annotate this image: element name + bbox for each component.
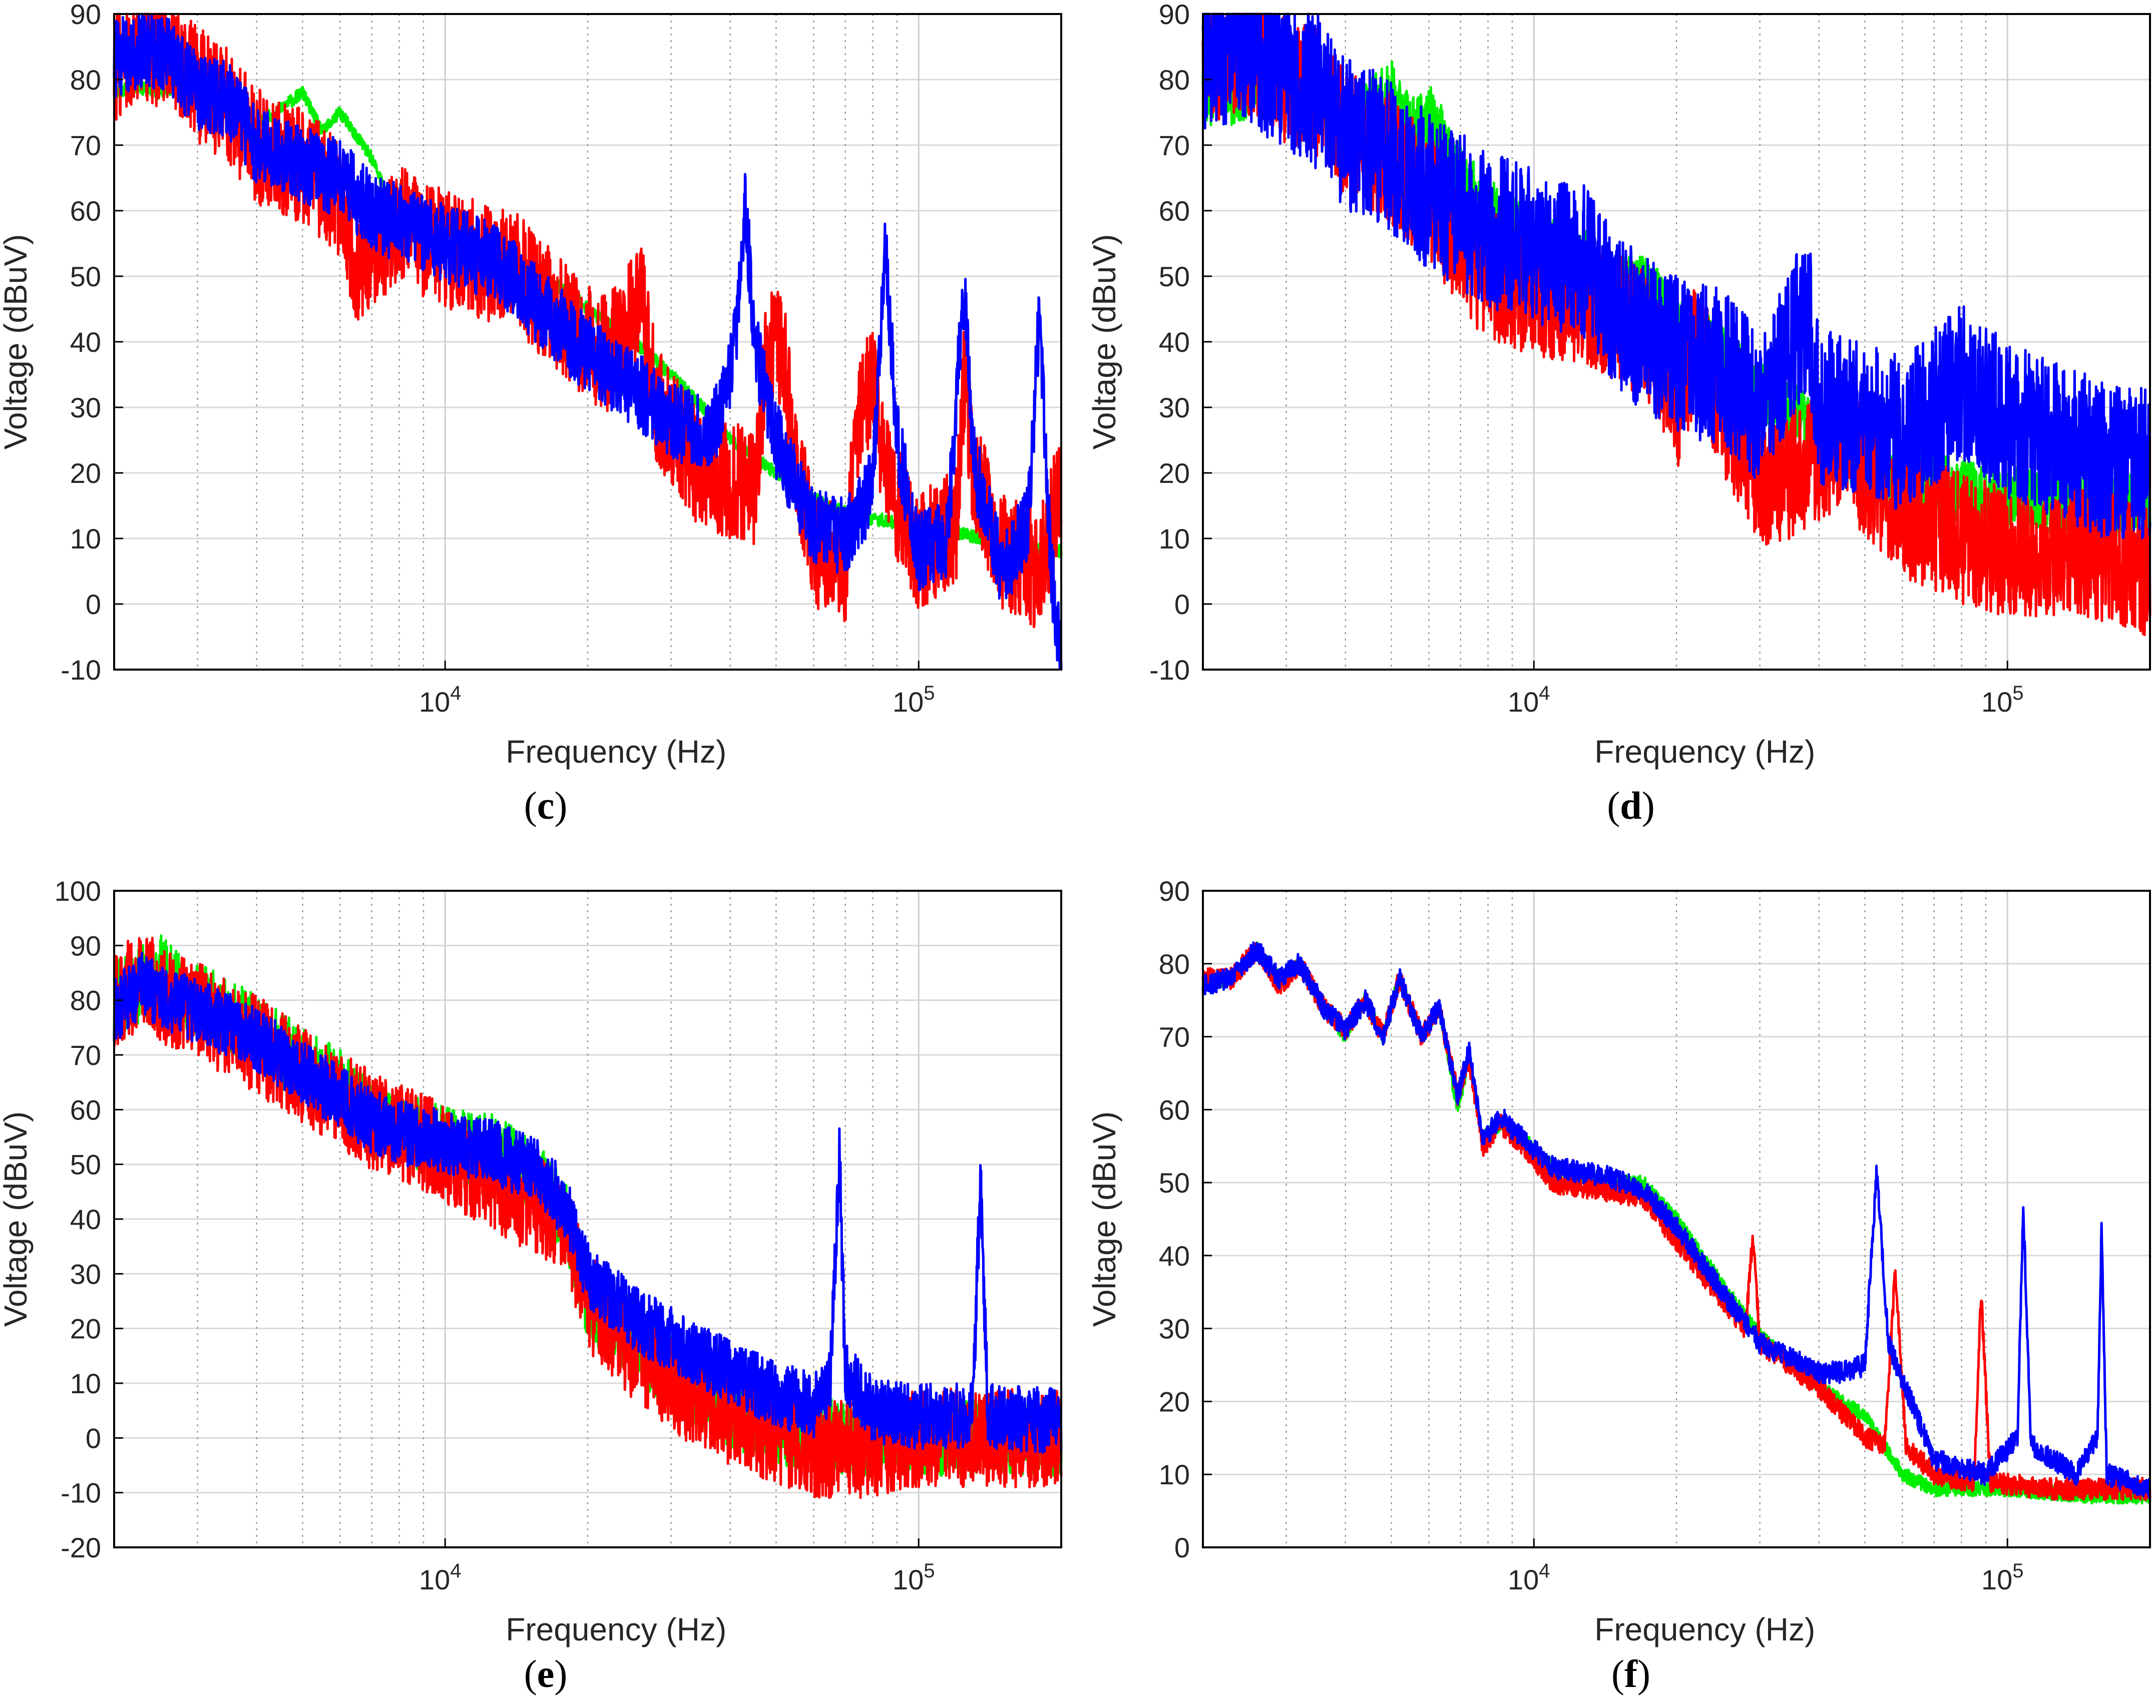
y-tick-label: 80 [70, 985, 101, 1016]
y-tick-label: 60 [1159, 1094, 1190, 1125]
series-blue-line [1201, 13, 2151, 539]
y-tick-label: 40 [70, 326, 101, 358]
y-tick-label: -10 [61, 654, 101, 686]
y-tick-label: 50 [1159, 1167, 1190, 1199]
y-tick-label: 50 [70, 261, 101, 292]
y-axis-label: Voltage (dBuV) [0, 1111, 34, 1327]
y-tick-label: 20 [70, 457, 101, 489]
y-tick-label: 80 [1159, 948, 1190, 980]
y-tick-label: 70 [1159, 1021, 1190, 1053]
y-tick-label: -10 [61, 1477, 101, 1509]
y-tick-label: 50 [1159, 261, 1190, 292]
y-tick-label: 70 [1159, 130, 1190, 161]
chart-d: -10 0 10 20 30 40 50 60 70 80 90 104 105 Frequency (H… [1086, 0, 2151, 770]
y-tick-label: 80 [1159, 64, 1190, 96]
x-axis-label: Frequency (Hz) [1594, 1611, 1815, 1647]
y-tick-label: 20 [1159, 457, 1190, 489]
y-tick-label: 30 [70, 1258, 101, 1290]
x-tick-label: 104 [419, 682, 462, 718]
y-tick-label: 30 [1159, 392, 1190, 423]
y-tick-label: -10 [1149, 654, 1190, 686]
y-tick-label: 0 [1174, 1532, 1190, 1563]
y-tick-label: 90 [1159, 875, 1190, 907]
y-tick-label: 40 [1159, 1240, 1190, 1272]
panel-label-c: (c) [524, 784, 568, 827]
x-tick-label: 104 [419, 1560, 462, 1595]
y-tick-label: 80 [70, 64, 101, 96]
y-axis-label: Voltage (dBuV) [1086, 1111, 1122, 1327]
x-tick-label: 105 [1981, 1560, 2024, 1595]
y-tick-label: 20 [1159, 1386, 1190, 1417]
y-tick-label: 10 [70, 1368, 101, 1399]
panel-label-f: (f) [1611, 1652, 1650, 1695]
chart-f: 0 10 20 30 40 50 60 70 80 90 104 105 Frequency (Hz) V… [1086, 875, 2151, 1647]
x-tick-label: 105 [1981, 682, 2024, 718]
x-axis-label: Frequency (Hz) [506, 734, 726, 770]
x-tick-label: 105 [893, 682, 935, 718]
y-tick-label: 100 [55, 875, 101, 907]
chart-c: -10 0 10 20 30 40 50 60 70 80 90 104 105 Frequency (H… [0, 0, 1063, 770]
y-tick-label: 10 [1159, 523, 1190, 554]
y-tick-label: 90 [70, 0, 101, 30]
y-tick-label: 0 [86, 589, 101, 620]
x-axis-label: Frequency (Hz) [1594, 734, 1815, 770]
series-blue-line [1201, 941, 2151, 1500]
y-axis-label: Voltage (dBuV) [0, 234, 34, 450]
y-tick-label: 60 [70, 195, 101, 227]
panel-label-d: (d) [1607, 784, 1655, 827]
x-tick-label: 104 [1508, 682, 1550, 718]
y-tick-label: 10 [70, 523, 101, 554]
y-tick-label: 30 [70, 392, 101, 423]
y-tick-label: 30 [1159, 1313, 1190, 1345]
chart-e: -20 -10 0 10 20 30 40 50 60 70 80 90 100 104 105 Freque… [0, 875, 1063, 1647]
x-tick-label: 105 [893, 1560, 935, 1595]
x-tick-label: 104 [1508, 1560, 1550, 1595]
series-blue-line [113, 13, 1063, 670]
y-tick-label: 50 [70, 1149, 101, 1181]
y-tick-label: 70 [70, 1039, 101, 1071]
y-tick-label: 40 [70, 1204, 101, 1235]
y-tick-label: 0 [1174, 589, 1190, 620]
series-blue-line [113, 951, 1063, 1454]
y-tick-label: 90 [1159, 0, 1190, 30]
axes-box [1202, 890, 2151, 1548]
y-tick-label: 60 [70, 1094, 101, 1125]
y-tick-label: -20 [61, 1532, 101, 1563]
y-axis-label: Voltage (dBuV) [1086, 234, 1122, 450]
y-tick-label: 70 [70, 130, 101, 161]
y-tick-label: 0 [86, 1422, 101, 1454]
y-tick-label: 60 [1159, 195, 1190, 227]
panel-label-e: (e) [524, 1652, 568, 1695]
y-tick-label: 90 [70, 930, 101, 961]
y-tick-label: 40 [1159, 326, 1190, 358]
y-tick-label: 10 [1159, 1459, 1190, 1490]
x-axis-label: Frequency (Hz) [506, 1611, 726, 1647]
y-tick-label: 20 [70, 1313, 101, 1345]
